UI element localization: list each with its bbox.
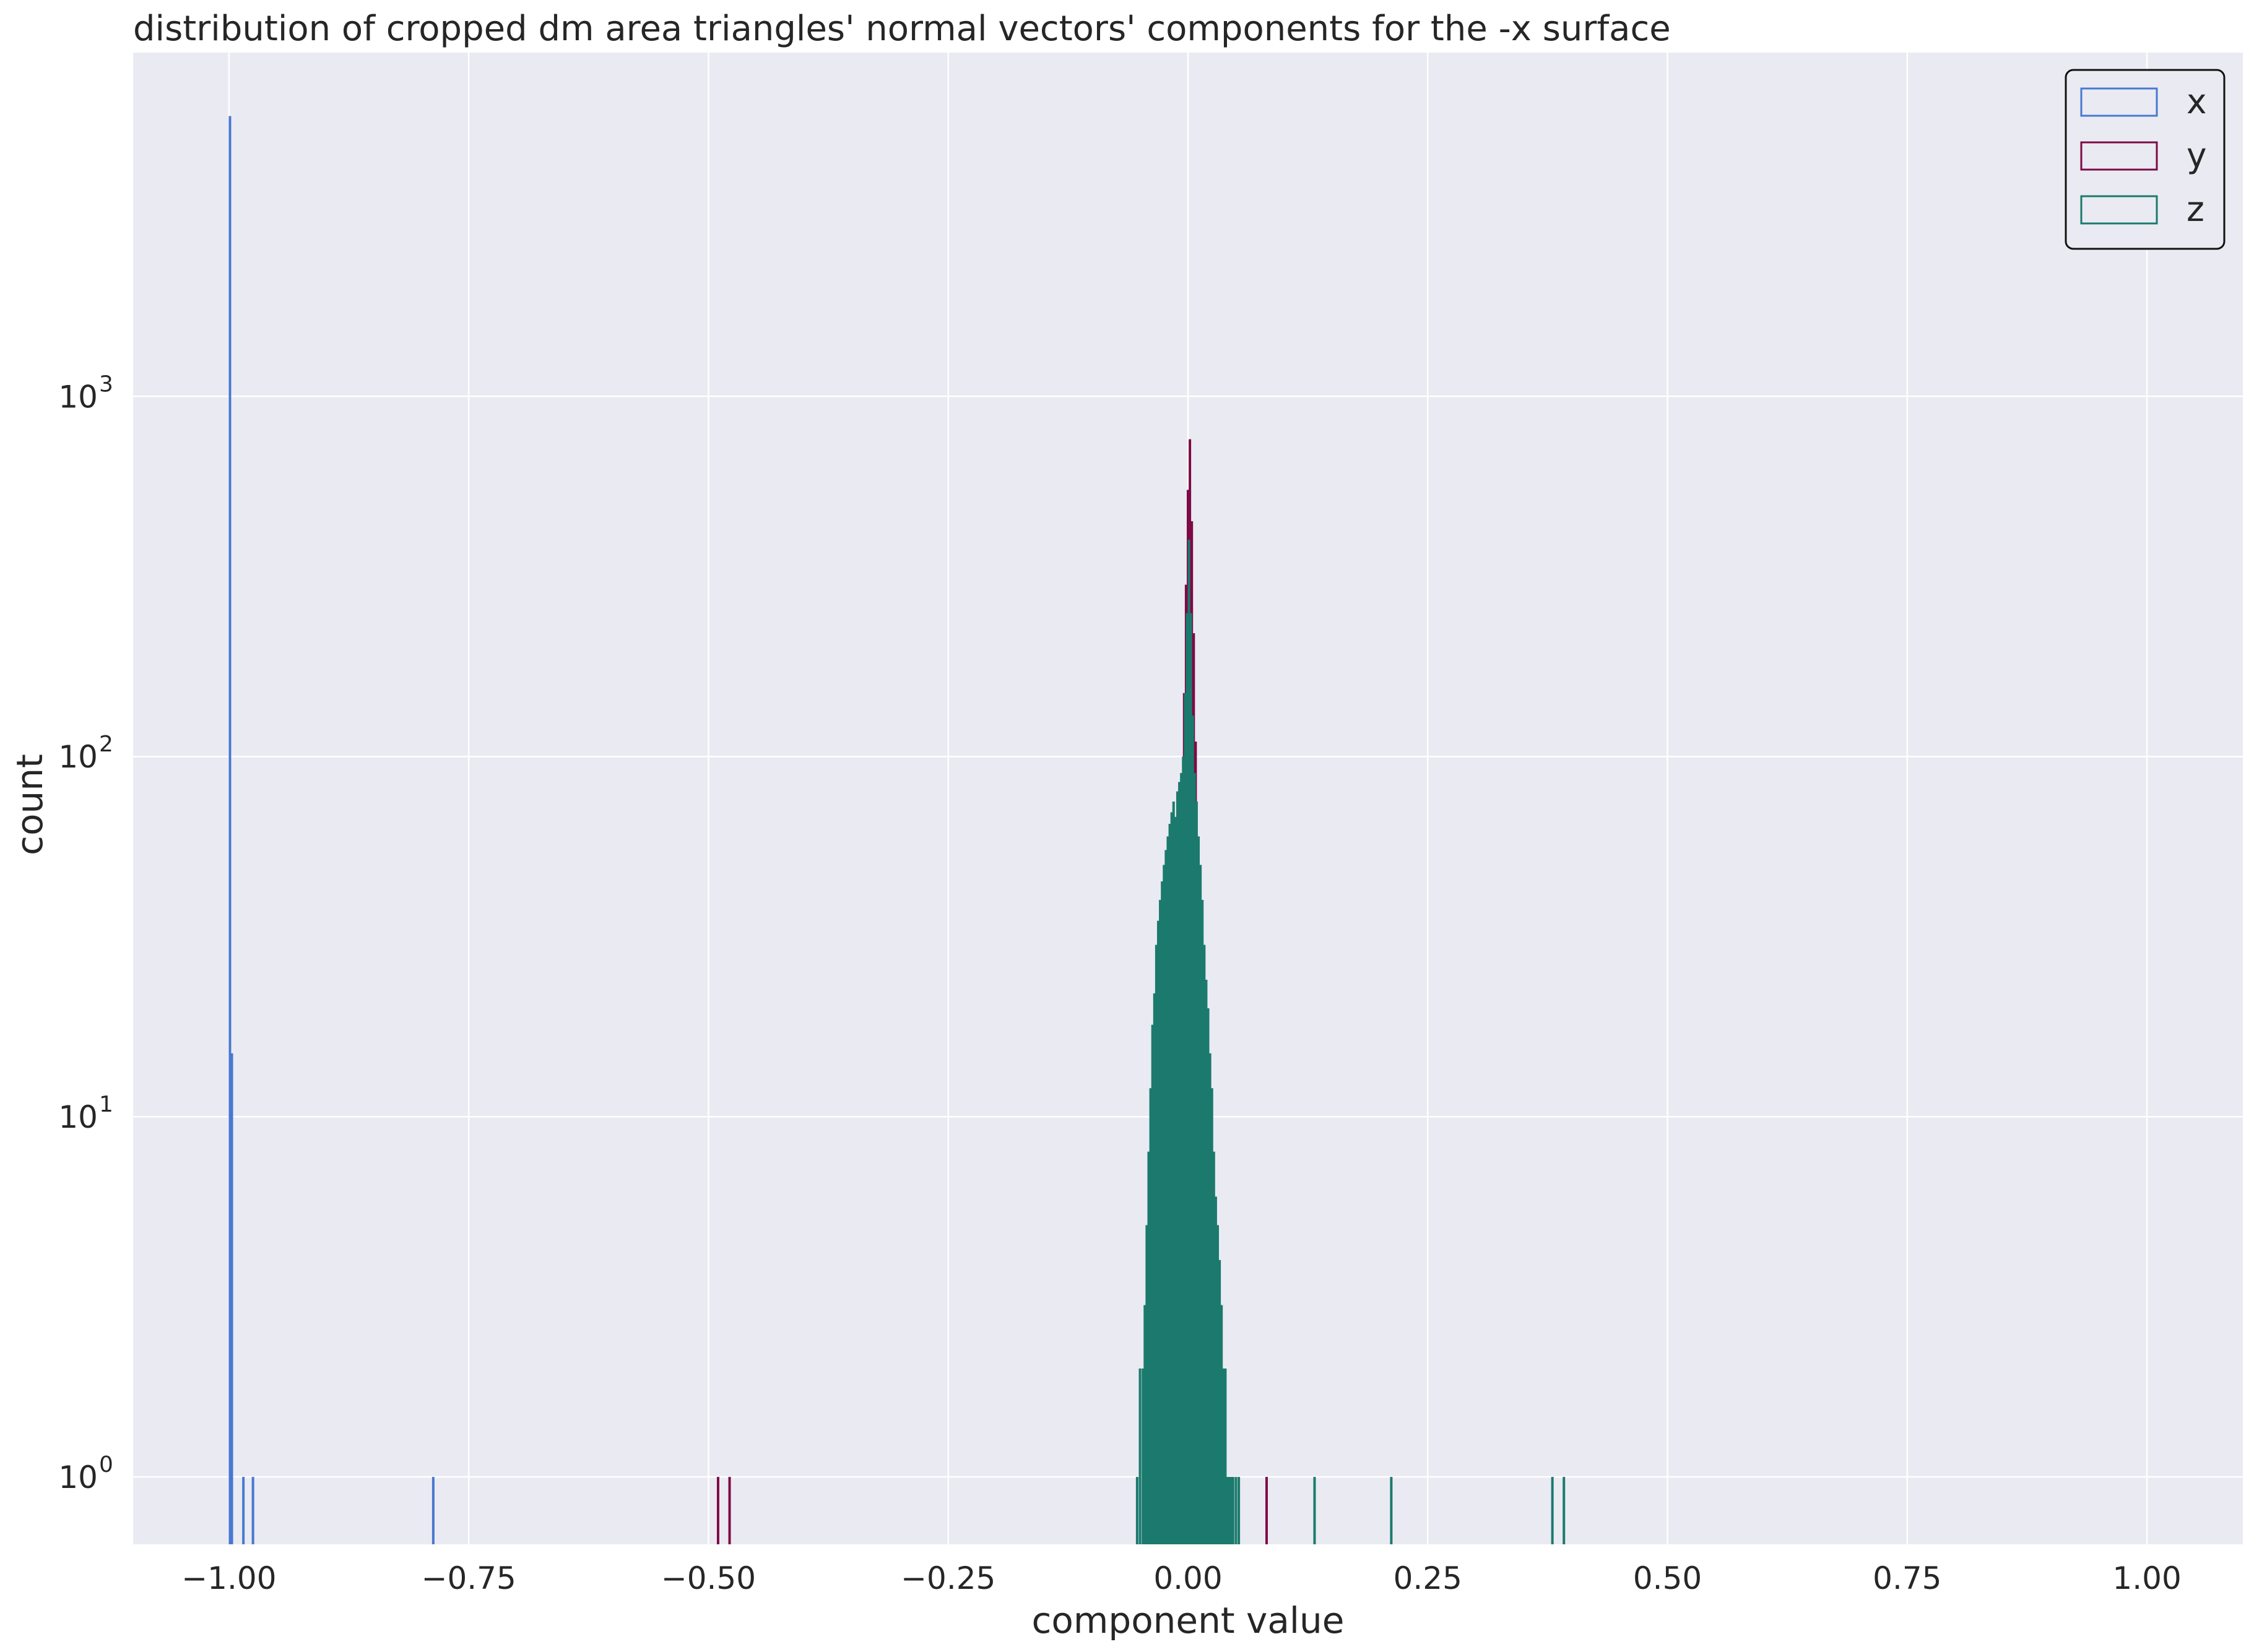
legend-label-z: z xyxy=(2187,189,2204,229)
y-tick-base: 10 xyxy=(58,1099,98,1135)
x-tick-labels: −1.00 −0.75 −0.50 −0.25 0.00 0.25 0.50 0.75 1.00 xyxy=(181,1560,2181,1596)
x-tick-label: −0.25 xyxy=(901,1560,995,1596)
x-axis-label: component value xyxy=(1032,1599,1345,1641)
chart-title: distribution of cropped dm area triangle… xyxy=(133,9,1671,49)
y-tick-exponent: 3 xyxy=(99,371,113,397)
legend: xyz xyxy=(2065,69,2226,250)
y-tick-base: 10 xyxy=(58,739,98,775)
legend-label-y: y xyxy=(2187,136,2207,175)
y-tick-exponent: 2 xyxy=(99,732,113,757)
legend-swatch-y xyxy=(2080,141,2158,171)
x-tick-label: −0.50 xyxy=(661,1560,756,1596)
series-x xyxy=(228,116,435,1544)
series-z xyxy=(1135,539,1566,1544)
y-axis-label: count xyxy=(9,754,51,855)
x-tick-label: 0.75 xyxy=(1873,1560,1941,1596)
legend-swatch-z xyxy=(2080,195,2158,225)
y-tick-label: 10 1 xyxy=(58,1092,113,1135)
x-tick-label: 1.00 xyxy=(2112,1560,2181,1596)
legend-box xyxy=(2065,69,2226,250)
y-tick-exponent: 0 xyxy=(99,1452,113,1477)
y-tick-exponent: 1 xyxy=(99,1092,113,1117)
y-tick-label: 10 3 xyxy=(58,371,113,415)
y-tick-base: 10 xyxy=(58,379,98,415)
x-tick-label: −1.00 xyxy=(181,1560,276,1596)
x-tick-label: 0.25 xyxy=(1394,1560,1462,1596)
y-tick-label: 10 2 xyxy=(58,732,113,775)
x-tick-label: 0.00 xyxy=(1153,1560,1222,1596)
legend-swatch-x xyxy=(2080,87,2158,117)
legend-label-x: x xyxy=(2187,82,2207,121)
x-tick-label: −0.75 xyxy=(422,1560,516,1596)
x-tick-label: 0.50 xyxy=(1633,1560,1702,1596)
y-tick-base: 10 xyxy=(58,1460,98,1495)
data-series xyxy=(228,116,1566,1544)
y-tick-label: 10 0 xyxy=(58,1452,113,1495)
